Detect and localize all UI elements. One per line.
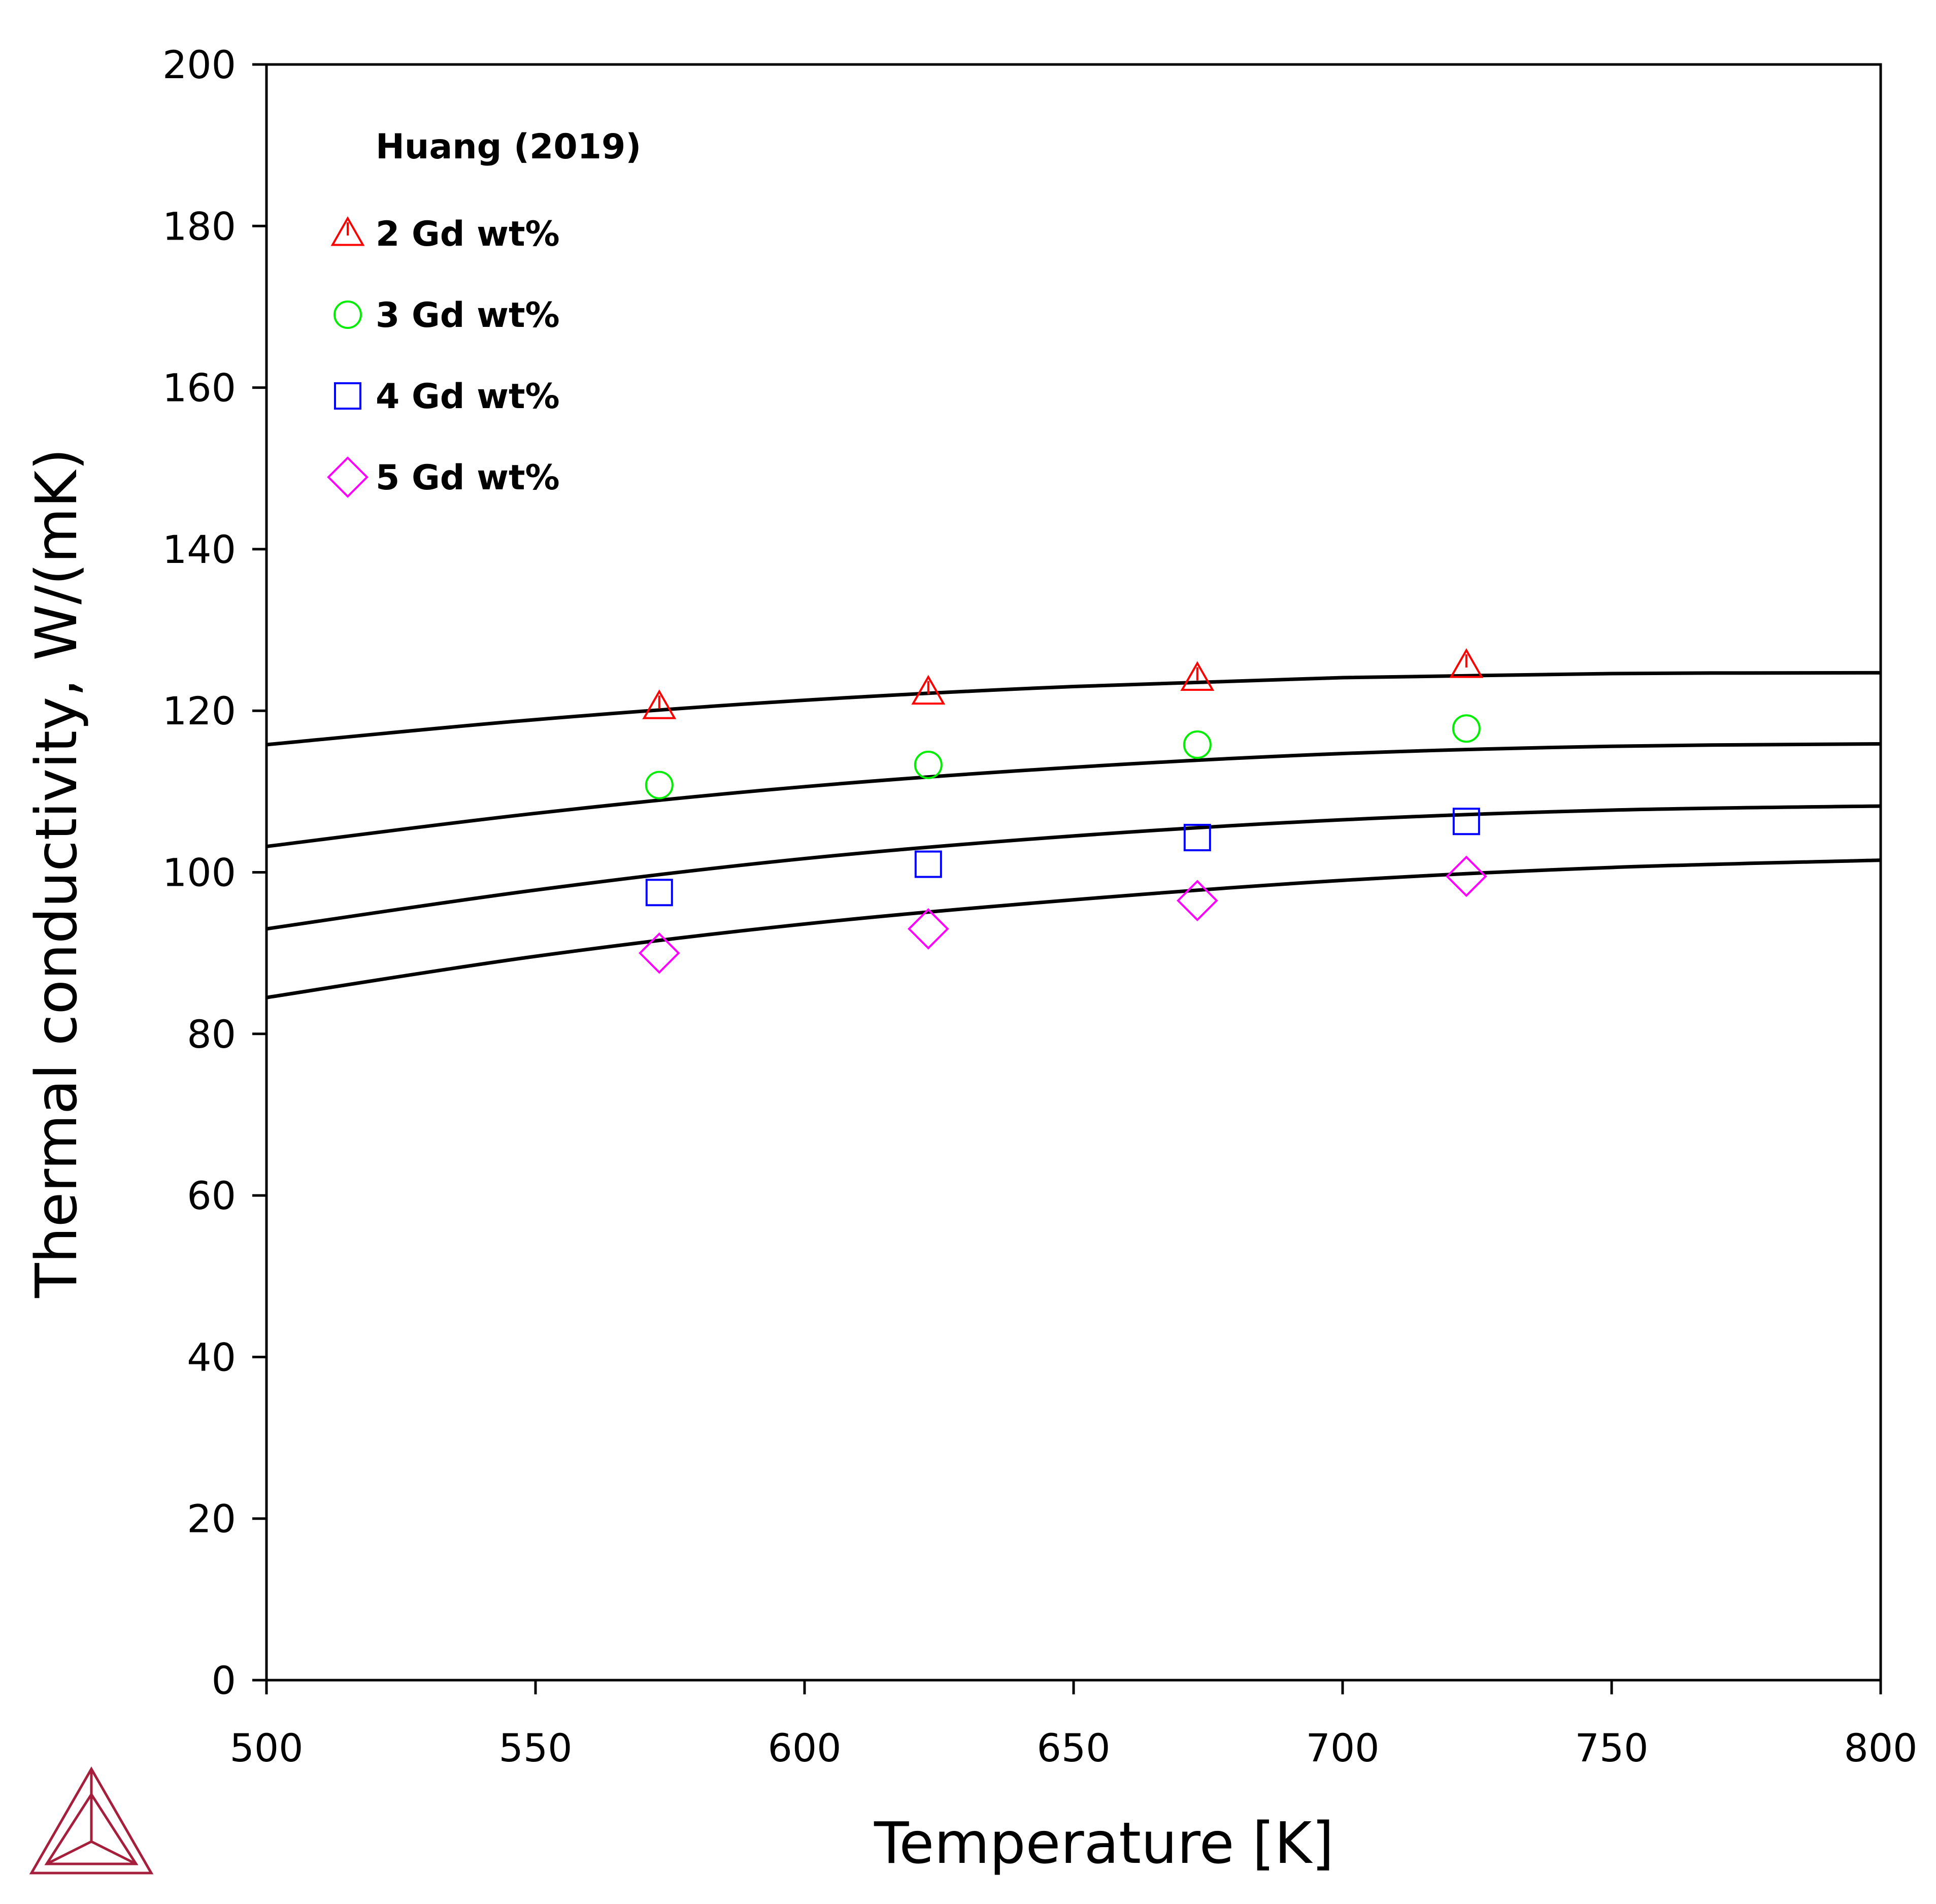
model-curve-2 (266, 742, 1881, 849)
x-tick-label: 600 (767, 1725, 841, 1771)
legend-entry-4: 5 Gd wt% (376, 458, 560, 498)
y-tick-label: 180 (162, 204, 236, 249)
legend: Huang (2019) 2 Gd wt% 3 Gd wt% 4 Gd wt% 5 G… (327, 127, 641, 498)
series-1-point-shape (1449, 648, 1484, 678)
y-tick-label: 140 (162, 527, 236, 572)
legend-entry-2: 3 Gd wt% (376, 295, 560, 336)
series-3-point (645, 879, 673, 907)
legend-marker-1-shape (330, 216, 365, 246)
x-tick-label: 650 (1037, 1725, 1110, 1771)
series-4-point (1176, 880, 1218, 922)
legend-entry-3: 4 Gd wt% (376, 377, 560, 417)
y-tick-label: 100 (162, 850, 236, 895)
x-tick-label: 500 (229, 1725, 303, 1771)
x-tick-label: 550 (498, 1725, 572, 1771)
thermo-calc-logo-icon (29, 1766, 154, 1875)
series-1-point (642, 689, 677, 719)
y-tick-label: 120 (162, 688, 236, 733)
series-1-point (1180, 661, 1215, 691)
legend-entry-1: 2 Gd wt% (376, 214, 560, 254)
series-2-point (645, 771, 674, 799)
data-markers (638, 648, 1487, 974)
series-1-point-shape (642, 689, 677, 719)
legend-marker-2 (333, 300, 362, 329)
series-1-point (911, 675, 946, 705)
y-tick-label: 0 (212, 1658, 236, 1703)
series-3-point (1183, 824, 1211, 852)
series-1-point-shape (1180, 661, 1215, 691)
model-curve-3 (266, 804, 1881, 931)
series-2-point (914, 750, 943, 779)
legend-marker-1 (330, 216, 365, 246)
series-4-point (907, 908, 949, 950)
legend-marker-3 (334, 382, 361, 410)
series-2-point (1183, 730, 1212, 759)
model-curves (266, 671, 1881, 999)
x-axis-title: Temperature [K] (874, 1811, 1334, 1877)
y-axis-ticks: 0 20 40 60 80 100 120 140 160 180 200 (162, 42, 266, 1703)
series-2-point (1452, 714, 1481, 743)
x-tick-label: 750 (1575, 1725, 1648, 1771)
series-3-point (914, 850, 942, 878)
y-tick-label: 60 (187, 1173, 236, 1218)
legend-title: Huang (2019) (376, 127, 641, 167)
y-tick-label: 40 (187, 1334, 236, 1380)
series-3-point (1452, 808, 1480, 836)
y-tick-label: 20 (187, 1496, 236, 1542)
series-1-point-shape (911, 675, 946, 705)
y-axis-title: Thermal conductivity, W/(mK) (24, 448, 90, 1298)
model-curve-4 (266, 858, 1881, 999)
legend-marker-4 (327, 456, 369, 498)
x-tick-label: 700 (1306, 1725, 1379, 1771)
series-4-point (1445, 855, 1487, 897)
model-curve-1 (266, 671, 1881, 747)
series-4-point (638, 932, 680, 974)
y-tick-label: 200 (162, 42, 236, 87)
y-tick-label: 80 (187, 1012, 236, 1057)
x-axis-ticks: 500 550 600 650 700 750 800 (229, 1680, 1918, 1771)
series-1-point (1449, 648, 1484, 678)
x-tick-label: 800 (1844, 1725, 1917, 1771)
y-tick-label: 160 (162, 365, 236, 411)
